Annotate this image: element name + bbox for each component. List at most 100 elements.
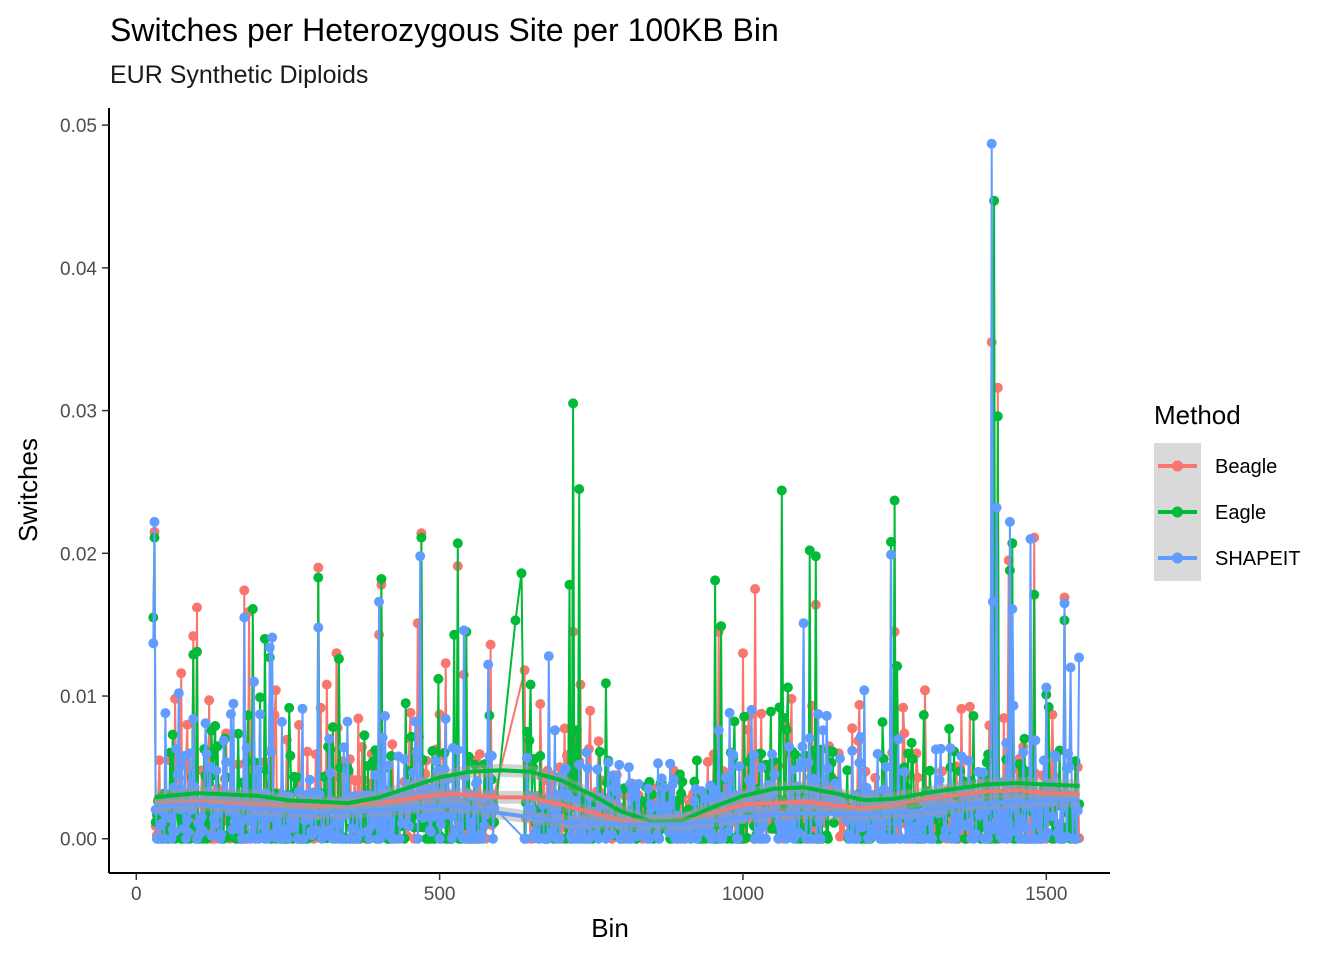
x-tick-label: 1500 <box>1025 884 1067 905</box>
data-point <box>970 828 981 839</box>
data-point <box>183 827 194 838</box>
data-point <box>247 604 258 614</box>
data-point <box>676 788 687 799</box>
data-point <box>522 726 532 737</box>
data-point <box>313 572 324 583</box>
data-point <box>631 791 642 802</box>
data-point <box>440 658 451 669</box>
data-point <box>756 708 767 719</box>
data-point <box>486 750 497 761</box>
data-point <box>842 815 853 826</box>
data-point <box>216 829 227 840</box>
data-point <box>956 703 967 714</box>
data-point <box>439 764 450 775</box>
data-point <box>956 751 967 762</box>
data-point <box>516 568 527 579</box>
data-point <box>535 699 546 709</box>
data-point <box>173 688 184 699</box>
data-point <box>242 813 253 824</box>
data-point <box>962 821 973 832</box>
data-point <box>367 756 378 767</box>
data-point <box>405 707 416 718</box>
data-point <box>263 813 274 823</box>
data-point <box>225 709 236 720</box>
data-point <box>349 775 360 786</box>
data-point <box>210 721 221 731</box>
data-point <box>810 774 821 785</box>
data-point <box>563 789 574 800</box>
data-point <box>700 793 711 804</box>
data-point <box>978 767 989 778</box>
data-point <box>753 826 764 837</box>
data-point <box>1007 538 1018 549</box>
data-point <box>803 757 814 768</box>
data-point <box>991 502 1002 513</box>
data-point <box>778 712 788 723</box>
data-point <box>1053 819 1064 829</box>
data-point <box>953 810 964 821</box>
data-point <box>647 802 657 813</box>
data-point <box>201 748 212 759</box>
data-point <box>196 811 207 822</box>
data-point <box>797 741 808 752</box>
data-point <box>159 833 170 844</box>
data-point <box>285 815 296 825</box>
data-point <box>998 713 1009 724</box>
data-point <box>387 739 398 750</box>
series-line <box>152 142 1081 840</box>
data-point <box>568 398 579 409</box>
data-point <box>472 776 483 786</box>
legend-title: Method <box>1154 400 1241 430</box>
data-point <box>821 710 832 721</box>
data-point <box>1009 803 1020 813</box>
data-point <box>485 639 496 650</box>
data-point <box>822 763 833 774</box>
data-point <box>927 833 938 844</box>
data-point <box>996 806 1007 817</box>
data-point <box>1065 662 1076 673</box>
plot-area <box>148 138 1085 844</box>
data-point <box>847 723 858 734</box>
data-point <box>370 770 381 781</box>
data-point <box>653 758 663 769</box>
data-point <box>804 733 815 744</box>
data-point <box>148 638 159 649</box>
data-point <box>986 138 997 149</box>
data-point <box>984 720 995 731</box>
data-point <box>1028 801 1038 812</box>
data-point <box>733 833 744 844</box>
data-point <box>898 702 909 713</box>
data-point <box>881 761 892 772</box>
data-point <box>842 765 853 776</box>
data-point <box>739 711 750 722</box>
data-point <box>944 723 955 734</box>
data-point <box>543 651 554 662</box>
data-point <box>761 833 771 844</box>
data-point <box>702 756 713 767</box>
data-point <box>188 713 199 724</box>
data-point <box>182 815 193 826</box>
data-point <box>729 716 740 727</box>
data-point <box>338 742 349 753</box>
data-point <box>784 741 795 752</box>
data-point <box>717 833 728 844</box>
data-point <box>171 743 182 754</box>
smooth-ribbon <box>154 763 1080 828</box>
data-point <box>918 710 929 720</box>
data-point <box>255 709 266 720</box>
data-point <box>981 805 992 816</box>
data-point <box>721 772 731 783</box>
data-point <box>407 767 418 778</box>
data-point <box>284 702 295 713</box>
data-point <box>522 752 532 763</box>
legend-label: Eagle <box>1215 502 1266 524</box>
y-tick-label: 0.04 <box>60 259 97 280</box>
data-point <box>510 615 521 626</box>
data-point <box>239 612 250 623</box>
data-point <box>1072 805 1083 816</box>
data-point <box>798 618 809 629</box>
data-point <box>935 743 946 754</box>
series-layer <box>148 138 1085 844</box>
data-point <box>1071 833 1082 844</box>
data-point <box>324 733 335 744</box>
